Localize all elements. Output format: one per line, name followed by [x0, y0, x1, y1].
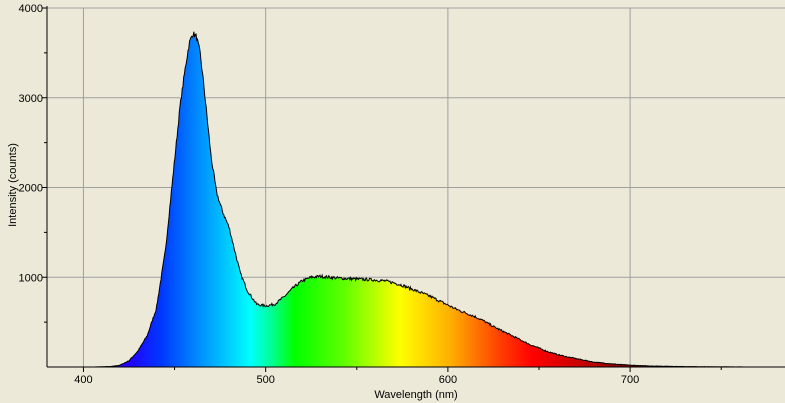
y-tick-label: 3000 [19, 93, 43, 105]
x-tick-label: 700 [621, 374, 639, 386]
spectrum-area [92, 31, 749, 367]
x-tick-label: 400 [74, 374, 92, 386]
x-tick-label: 600 [439, 374, 457, 386]
y-tick-labels: 1000 2000 3000 4000 [19, 3, 43, 284]
y-tick-label: 1000 [19, 272, 43, 284]
x-tick-label: 500 [256, 374, 274, 386]
spectrum-line [92, 31, 749, 368]
axes [42, 6, 785, 372]
y-tick-label: 2000 [19, 183, 43, 195]
x-tick-labels: 400 500 600 700 [74, 374, 639, 386]
y-tick-label: 4000 [19, 3, 43, 15]
x-axis-label: Wavelength (nm) [374, 389, 457, 401]
y-axis-label: Intensity (counts) [7, 143, 19, 227]
